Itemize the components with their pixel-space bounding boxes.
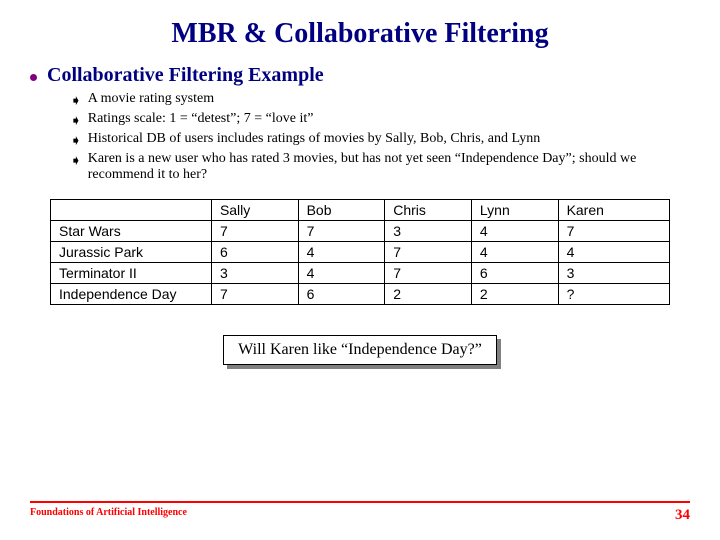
table-row: Terminator II34763 — [51, 263, 670, 284]
arrow-icon: ➧ — [70, 152, 82, 169]
table-cell: 2 — [385, 284, 472, 305]
sub-bullet-text: A movie rating system — [88, 91, 214, 107]
table-cell: 6 — [211, 242, 298, 263]
table-cell: ? — [558, 284, 669, 305]
arrow-icon: ➧ — [70, 112, 82, 129]
table-row: Independence Day7622? — [51, 284, 670, 305]
table-cell: 7 — [558, 221, 669, 242]
table-header-row: SallyBobChrisLynnKaren — [51, 200, 670, 221]
table-cell: 4 — [558, 242, 669, 263]
callout-text: Will Karen like “Independence Day?” — [238, 341, 482, 358]
sub-bullet-text: Ratings scale: 1 = “detest”; 7 = “love i… — [88, 111, 314, 127]
table-cell: 2 — [471, 284, 558, 305]
slide-title: MBR & Collaborative Filtering — [30, 18, 690, 50]
table-cell: Terminator II — [51, 263, 212, 284]
table-cell: Star Wars — [51, 221, 212, 242]
sub-bullet-text: Historical DB of users includes ratings … — [88, 131, 541, 147]
sub-bullet-text: Karen is a new user who has rated 3 movi… — [88, 151, 690, 183]
table-cell: Jurassic Park — [51, 242, 212, 263]
bullet-dot — [30, 74, 37, 81]
table-cell: 3 — [385, 221, 472, 242]
ratings-table-wrap: SallyBobChrisLynnKaren Star Wars77347Jur… — [50, 199, 670, 305]
arrow-icon: ➧ — [70, 92, 82, 109]
table-cell: 6 — [298, 284, 385, 305]
footer-left: Foundations of Artificial Intelligence — [30, 507, 187, 524]
table-row: Star Wars77347 — [51, 221, 670, 242]
page-number: 34 — [675, 507, 690, 524]
table-header-cell: Lynn — [471, 200, 558, 221]
table-header-cell: Karen — [558, 200, 669, 221]
table-cell: 6 — [471, 263, 558, 284]
callout-box: Will Karen like “Independence Day?” — [223, 335, 497, 365]
footer-line — [30, 501, 690, 503]
section-row: Collaborative Filtering Example — [30, 64, 690, 87]
table-cell: 3 — [211, 263, 298, 284]
table-cell: 7 — [385, 242, 472, 263]
table-header-cell: Bob — [298, 200, 385, 221]
table-header-cell: Chris — [385, 200, 472, 221]
ratings-table: SallyBobChrisLynnKaren Star Wars77347Jur… — [50, 199, 670, 305]
table-cell: 4 — [298, 242, 385, 263]
sub-bullet: ➧ A movie rating system — [70, 91, 690, 109]
table-cell: 7 — [385, 263, 472, 284]
table-cell: 7 — [211, 221, 298, 242]
table-cell: Independence Day — [51, 284, 212, 305]
sub-bullet: ➧ Historical DB of users includes rating… — [70, 131, 690, 149]
table-cell: 7 — [298, 221, 385, 242]
table-cell: 4 — [471, 221, 558, 242]
sub-bullet: ➧ Karen is a new user who has rated 3 mo… — [70, 151, 690, 183]
sub-bullet: ➧ Ratings scale: 1 = “detest”; 7 = “love… — [70, 111, 690, 129]
section-heading: Collaborative Filtering Example — [47, 64, 324, 87]
table-cell: 4 — [298, 263, 385, 284]
sub-bullet-list: ➧ A movie rating system ➧ Ratings scale:… — [30, 91, 690, 183]
table-row: Jurassic Park64744 — [51, 242, 670, 263]
table-header-cell: Sally — [211, 200, 298, 221]
table-cell: 3 — [558, 263, 669, 284]
table-header-cell — [51, 200, 212, 221]
slide-footer: Foundations of Artificial Intelligence 3… — [30, 501, 690, 524]
table-cell: 4 — [471, 242, 558, 263]
table-cell: 7 — [211, 284, 298, 305]
arrow-icon: ➧ — [70, 132, 82, 149]
table-body: Star Wars77347Jurassic Park64744Terminat… — [51, 221, 670, 305]
callout: Will Karen like “Independence Day?” — [223, 335, 497, 365]
